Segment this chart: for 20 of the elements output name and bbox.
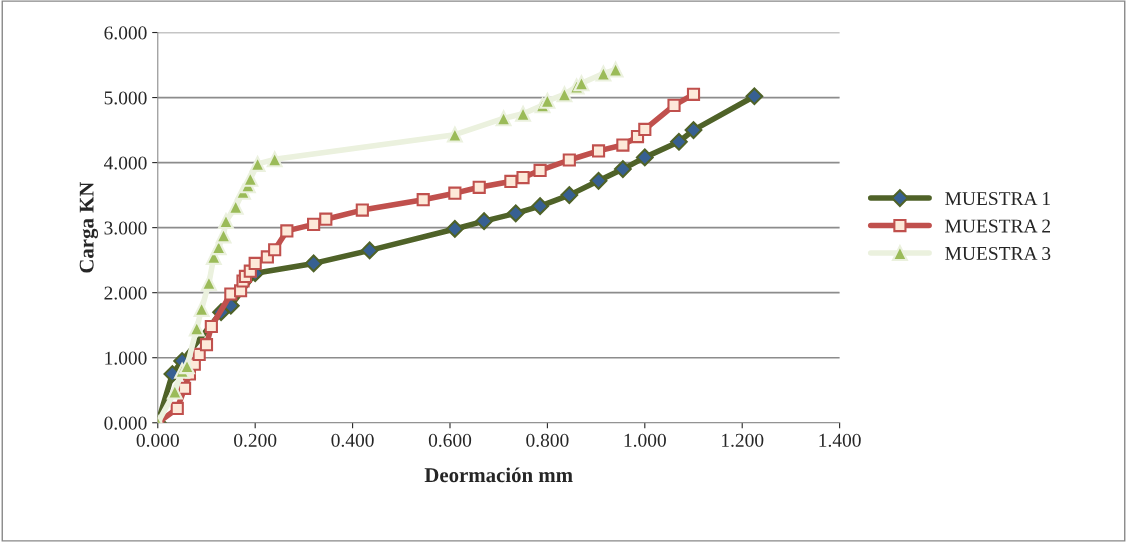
y-tick-label: 3.000 (104, 221, 147, 235)
x-axis-title: Deormación mm (424, 467, 573, 483)
y-tick-label: 4.000 (103, 156, 147, 170)
y-tick-label: 1.000 (105, 351, 147, 365)
x-tick-label: 1.200 (722, 433, 764, 447)
x-tick-label: 0.000 (136, 433, 179, 447)
y-tick-label: 0.000 (104, 416, 147, 430)
x-tick-label: 0.200 (234, 433, 277, 447)
y-tick-label: 5.000 (104, 91, 147, 105)
x-tick-label: 0.400 (331, 433, 374, 447)
y-axis-title: Carga KN (79, 181, 99, 273)
legend-label: MUESTRA 2 (945, 219, 1050, 233)
y-tick-label: 2.000 (104, 286, 147, 300)
y-tick-label: 6.000 (104, 26, 147, 40)
x-tick-label: 1.000 (624, 433, 666, 447)
legend-label: MUESTRA 1 (945, 192, 1050, 206)
x-tick-label: 0.600 (428, 433, 472, 447)
x-tick-label: 0.800 (526, 433, 569, 447)
legend-label: MUESTRA 3 (945, 246, 1051, 261)
x-tick-label: 1.400 (819, 433, 861, 447)
